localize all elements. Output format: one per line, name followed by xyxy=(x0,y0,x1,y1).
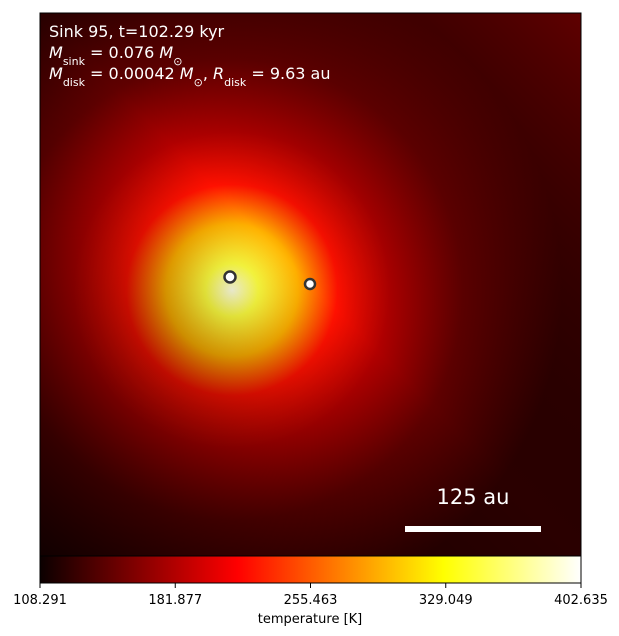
colorbar-label: temperature [K] xyxy=(258,612,363,627)
annotation-part: disk xyxy=(63,76,86,89)
annotation-part: M xyxy=(49,43,63,62)
image-panel: 125 au xyxy=(39,12,582,557)
annotation: Sink 95, t=102.29 kyr xyxy=(49,22,225,41)
annotation-part: ⊙ xyxy=(173,55,182,68)
annotation-part: R xyxy=(213,64,224,83)
annotation-part: disk xyxy=(224,76,247,89)
colorbar xyxy=(39,555,582,584)
annotation-part: ⊙ xyxy=(194,76,203,89)
colorbar-tick-label: 329.049 xyxy=(419,593,473,608)
annotation-part: = 9.63 au xyxy=(246,64,330,83)
colorbar-tick-label: 108.291 xyxy=(13,593,67,608)
annotation-part: M xyxy=(180,64,194,83)
annotation-part: M xyxy=(159,43,173,62)
annotation-part: , xyxy=(203,64,213,83)
annotation-part: M xyxy=(49,64,63,83)
colorbar-tick-label: 402.635 xyxy=(554,593,608,608)
sink-marker xyxy=(223,270,237,284)
annotation-part: Sink 95, t=102.29 kyr xyxy=(49,22,225,41)
annotation-part: = 0.076 xyxy=(85,43,159,62)
annotation: Msink = 0.076 M⊙ xyxy=(49,43,182,68)
scale-bar-label: 125 au xyxy=(437,485,510,509)
annotation-part: = 0.00042 xyxy=(85,64,180,83)
colorbar-tick-label: 181.877 xyxy=(148,593,202,608)
sink-marker xyxy=(303,277,317,291)
annotation: Mdisk = 0.00042 M⊙, Rdisk = 9.63 au xyxy=(49,64,330,89)
annotation-part: sink xyxy=(63,55,86,68)
colorbar-tick-label: 255.463 xyxy=(284,593,338,608)
colorbar-axis: 108.291 181.877 255.463 329.049 402.635 xyxy=(13,583,608,608)
